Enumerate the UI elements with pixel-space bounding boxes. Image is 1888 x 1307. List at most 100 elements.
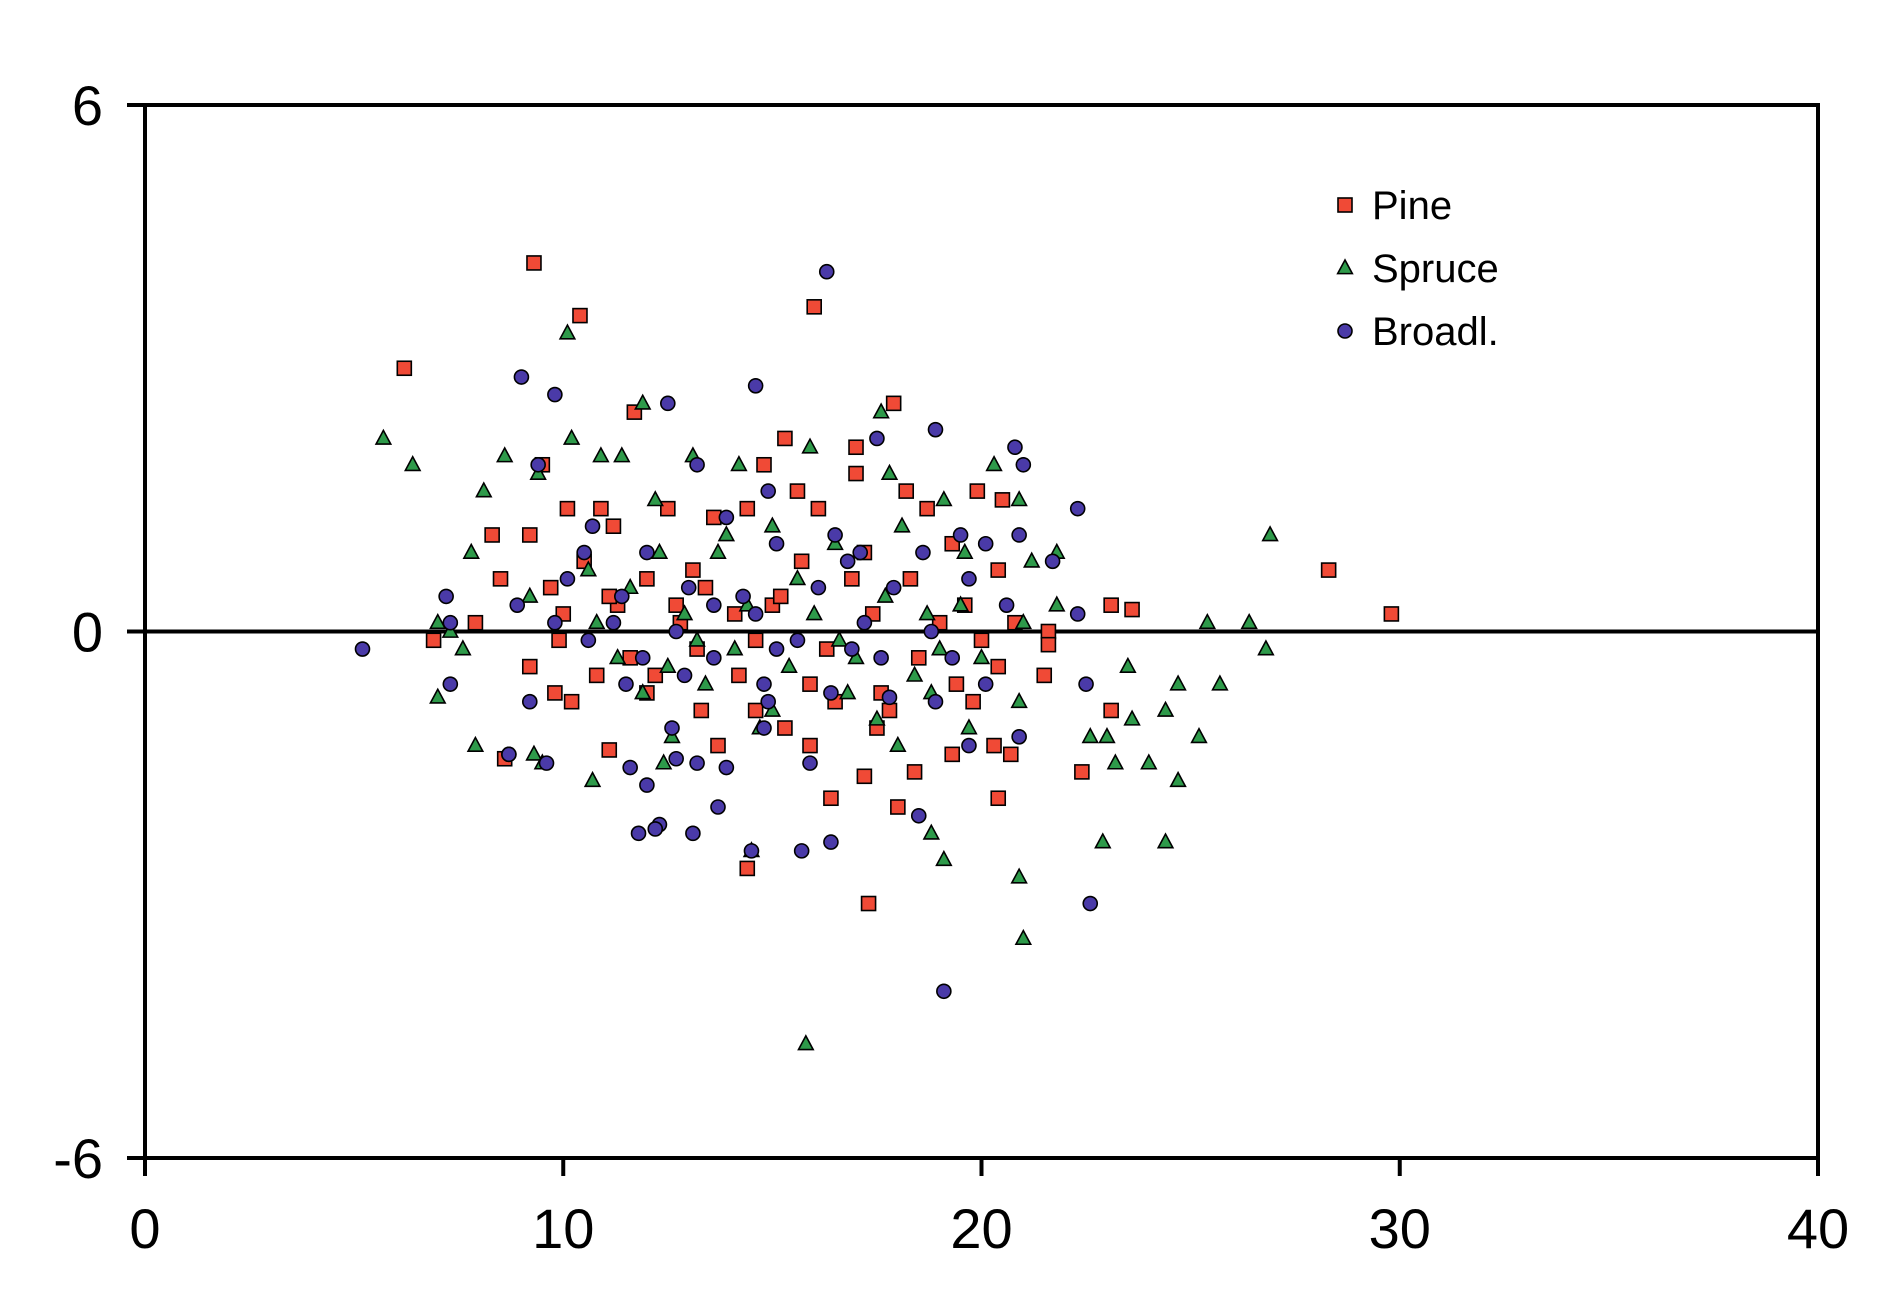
spruce-point (466, 735, 485, 753)
pine-point (818, 641, 835, 657)
pine-point (793, 553, 810, 570)
spruce-point (1211, 674, 1229, 691)
broadl-point (936, 983, 952, 1000)
broadl-point (710, 799, 726, 815)
broadl-point (944, 650, 961, 666)
spruce-point (717, 525, 736, 542)
spruce-point (634, 683, 652, 700)
spruce-point (650, 542, 669, 559)
plot-area (143, 103, 1820, 1160)
broadl-point (873, 650, 889, 666)
broadl-point (756, 676, 772, 692)
pine-point (739, 860, 756, 877)
pine-point (919, 500, 935, 517)
broadl-point (998, 597, 1015, 613)
axis-ticks: 0 10 20 30 40 6 0 -6 (53, 74, 1849, 1260)
series-broadl (354, 263, 1099, 1000)
broadl-point (818, 263, 835, 280)
legend-pine-label: Pine (1372, 184, 1452, 228)
y-tick-label: -6 (53, 1127, 103, 1190)
pine-point (547, 685, 563, 701)
spruce-point (659, 656, 677, 674)
spruce-point (429, 612, 447, 630)
broadl-point (977, 676, 994, 692)
spruce-point (838, 683, 857, 700)
broadl-point (538, 755, 555, 771)
pine-point (685, 562, 701, 578)
broadl-point (605, 614, 622, 631)
spruce-point (579, 560, 598, 577)
spruce-point (889, 735, 907, 753)
broadl-point (952, 527, 969, 543)
pine-point (747, 702, 764, 719)
pine-point (948, 676, 965, 692)
broadl-point (802, 755, 818, 771)
broadl-point (1069, 606, 1086, 622)
pine-point (856, 768, 873, 785)
broadl-point (584, 518, 601, 535)
pine-point (802, 737, 818, 754)
pine-point (492, 571, 509, 587)
spruce-point (608, 648, 627, 665)
spruce-point (960, 718, 978, 735)
broadl-point (1044, 553, 1061, 570)
broadl-point (630, 825, 647, 842)
pine-point (1040, 636, 1057, 653)
pine-point (739, 500, 756, 517)
data-points (354, 255, 1400, 1051)
broadl-point (618, 676, 634, 692)
pine-point (910, 650, 927, 666)
broadl-point (1011, 728, 1027, 745)
broadl-point (576, 544, 592, 561)
spruce-point (868, 709, 886, 726)
pine-point (906, 764, 923, 780)
broadl-point (664, 720, 680, 736)
spruce-point (918, 604, 936, 621)
pine-point (806, 299, 823, 315)
spruce-point (797, 1034, 815, 1051)
pine-point (542, 579, 559, 596)
spruce-point (935, 490, 953, 507)
broadl-point (735, 588, 751, 605)
broadl-point (501, 746, 517, 763)
pine-point (848, 439, 864, 456)
broadl-point (1015, 456, 1032, 473)
broadl-point (844, 641, 860, 657)
broadl-point (915, 544, 931, 561)
spruce-point (763, 516, 782, 533)
pine-point (823, 790, 839, 807)
legend-spruce-label: Spruce (1372, 247, 1499, 291)
pine-point (731, 667, 747, 684)
broadl-point (513, 369, 530, 385)
spruce-point (801, 437, 819, 454)
pine-point (1036, 667, 1053, 684)
broadl-point (823, 834, 839, 850)
spruce-point (905, 665, 924, 682)
spruce-point (496, 446, 514, 463)
pine-point (973, 632, 990, 649)
pine-point (965, 693, 981, 710)
broadl-point (743, 843, 760, 859)
spruce-point (374, 428, 393, 445)
broadl-point (747, 377, 764, 394)
pine-point (1320, 562, 1337, 578)
spruce-point (1094, 832, 1112, 849)
broadl-point (869, 430, 885, 447)
legend-broadl-marker (1337, 323, 1353, 339)
broadl-point (706, 650, 722, 666)
spruce-point (1106, 753, 1125, 770)
pine-point (693, 702, 710, 719)
broadl-point (923, 623, 940, 640)
spruce-point (893, 516, 911, 533)
broadl-point (839, 553, 856, 570)
spruce-point (805, 604, 823, 621)
pine-point (647, 667, 664, 684)
broadl-point (530, 456, 546, 473)
spruce-point (1156, 832, 1175, 849)
pine-point (601, 742, 618, 758)
pine-point (605, 518, 622, 535)
pine-point (425, 632, 442, 649)
broadl-point (354, 641, 371, 657)
broadl-point (756, 720, 772, 736)
